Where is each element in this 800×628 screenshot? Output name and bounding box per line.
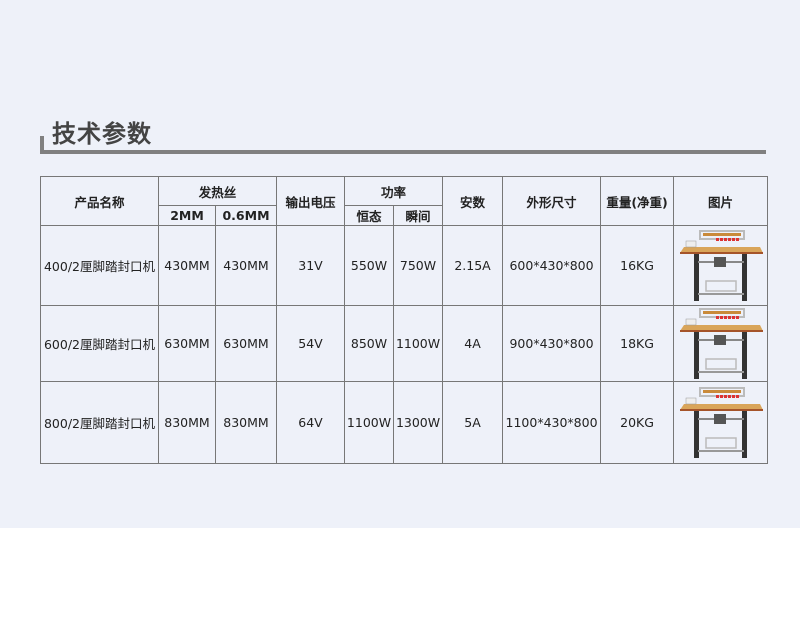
header-voltage: 输出电压: [276, 176, 346, 226]
cell-current: 2.15A: [442, 225, 504, 306]
cell-weight: 16KG: [600, 225, 675, 306]
table-row: 800/2厘脚踏封口机 830MM 830MM 64V 1100W 1300W …: [40, 381, 769, 464]
cell-name: 600/2厘脚踏封口机: [40, 305, 159, 382]
table-row: 600/2厘脚踏封口机 630MM 630MM 54V 850W 1100W 4…: [40, 305, 769, 382]
header-row: 产品名称 发热丝 输出电压 功率 安数 外形尺寸 重量(净重) 图片: [40, 176, 769, 226]
cell-image: [673, 381, 769, 464]
cell-power-constant: 1100W: [344, 381, 395, 464]
cell-current: 4A: [442, 305, 504, 382]
cell-wire-2mm: 830MM: [158, 381, 216, 464]
header-wire-06mm: 0.6MM: [214, 205, 278, 226]
header-image: 图片: [673, 176, 769, 226]
sealer-machine-image: [675, 229, 767, 303]
cell-power-constant: 550W: [344, 225, 395, 306]
cell-size: 1100*430*800: [502, 381, 602, 464]
cell-image: [673, 305, 769, 382]
header-weight: 重量(净重): [600, 176, 675, 226]
cell-wire-2mm: 630MM: [158, 305, 216, 382]
cell-image: [673, 225, 769, 306]
cell-current: 5A: [442, 381, 504, 464]
header-current: 安数: [442, 176, 504, 226]
cell-wire-2mm: 430MM: [158, 225, 216, 306]
header-name: 产品名称: [40, 176, 159, 226]
cell-power-instant: 1100W: [393, 305, 444, 382]
header-wire: 发热丝: [157, 176, 278, 206]
header-power: 功率: [344, 176, 444, 206]
cell-weight: 18KG: [600, 305, 675, 382]
header-power-instant: 瞬间: [393, 205, 444, 226]
table-row: 400/2厘脚踏封口机 430MM 430MM 31V 550W 750W 2.…: [40, 225, 769, 306]
cell-voltage: 64V: [276, 381, 346, 464]
cell-power-instant: 750W: [393, 225, 444, 306]
spec-table: 产品名称 发热丝 输出电压 功率 安数 外形尺寸 重量(净重) 图片 2MM 0…: [40, 176, 769, 464]
cell-size: 900*430*800: [502, 305, 602, 382]
cell-size: 600*430*800: [502, 225, 602, 306]
cell-name: 800/2厘脚踏封口机: [40, 381, 159, 464]
cell-power-instant: 1300W: [393, 381, 444, 464]
sealer-machine-image: [675, 386, 767, 460]
title-underline: [40, 150, 766, 154]
sealer-machine-image: [675, 307, 767, 381]
cell-voltage: 54V: [276, 305, 346, 382]
cell-name: 400/2厘脚踏封口机: [40, 225, 159, 306]
cell-wire-06mm: 830MM: [214, 381, 278, 464]
header-wire-2mm: 2MM: [158, 205, 216, 226]
cell-wire-06mm: 630MM: [214, 305, 278, 382]
header-size: 外形尺寸: [502, 176, 602, 226]
header-power-constant: 恒态: [344, 205, 395, 226]
cell-voltage: 31V: [276, 225, 346, 306]
cell-weight: 20KG: [600, 381, 675, 464]
section-title: 技术参数: [52, 120, 152, 148]
title-rule: [40, 136, 44, 154]
cell-wire-06mm: 430MM: [214, 225, 278, 306]
cell-power-constant: 850W: [344, 305, 395, 382]
